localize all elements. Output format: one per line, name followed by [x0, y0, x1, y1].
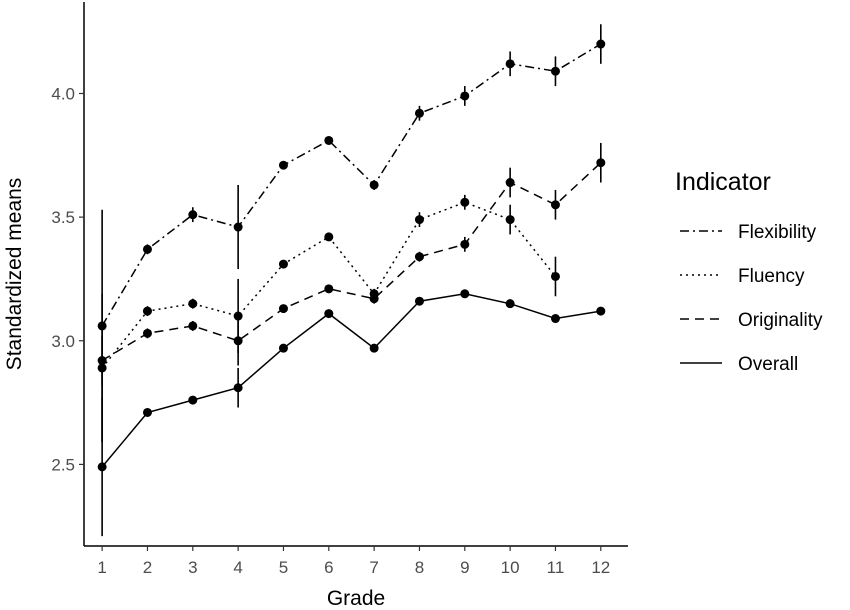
data-point: [460, 197, 470, 207]
data-point: [596, 158, 606, 168]
data-point: [324, 135, 334, 145]
x-tick-label: 7: [369, 558, 378, 577]
y-tick-label: 4.0: [51, 84, 75, 103]
series-originality: [97, 142, 606, 386]
x-tick-label: 12: [591, 558, 610, 577]
data-point: [233, 383, 243, 393]
y-axis-title: Standardized means: [3, 178, 26, 371]
data-point: [324, 309, 334, 319]
x-tick-label: 11: [547, 558, 565, 577]
y-tick-label: 3.0: [51, 332, 75, 351]
data-point: [97, 356, 107, 366]
data-point: [550, 66, 560, 76]
data-point: [188, 299, 198, 309]
series-line-flexibility: [101, 43, 602, 327]
y-tick-label: 2.5: [51, 455, 75, 474]
x-tick-label: 9: [460, 558, 469, 577]
legend-title: Indicator: [675, 168, 771, 196]
data-point: [188, 321, 198, 331]
data-point: [414, 108, 424, 118]
series-line-originality: [101, 162, 602, 362]
data-point: [142, 244, 152, 254]
data-point: [550, 314, 560, 324]
data-point: [142, 407, 152, 417]
data-point: [97, 462, 107, 472]
data-point: [550, 200, 560, 210]
data-point: [142, 306, 152, 316]
data-point: [324, 232, 334, 242]
data-point: [460, 91, 470, 101]
data-point: [278, 304, 288, 314]
y-axis-ticks: 2.5 3.0 3.5 4.0: [51, 84, 84, 474]
data-point: [142, 328, 152, 338]
data-point: [188, 210, 198, 220]
series-line-fluency: [101, 201, 557, 369]
data-point: [369, 294, 379, 304]
data-point: [505, 59, 515, 69]
data-point: [278, 259, 288, 269]
series-line-overall: [101, 293, 601, 468]
data-point: [188, 395, 198, 405]
plot-area: [97, 24, 606, 537]
x-tick-label: 8: [415, 558, 424, 577]
data-point: [414, 252, 424, 262]
legend: Indicator Flexibility Fluency Originality O…: [675, 168, 823, 375]
data-point: [505, 299, 515, 309]
series-fluency: [97, 194, 560, 443]
data-point: [414, 296, 424, 306]
data-point: [278, 160, 288, 170]
x-tick-label: 4: [233, 558, 242, 577]
x-tick-label: 1: [97, 558, 106, 577]
data-point: [460, 239, 470, 249]
legend-label-overall: Overall: [738, 354, 798, 375]
x-tick-label: 6: [324, 558, 333, 577]
data-point: [369, 343, 379, 353]
data-point: [324, 284, 334, 294]
y-tick-label: 3.5: [51, 208, 75, 227]
data-point: [460, 289, 470, 299]
data-point: [278, 343, 288, 353]
data-point: [414, 215, 424, 225]
x-axis-ticks: 1 2 3 4 5 6 7 8 9 10 11 12: [97, 546, 610, 577]
x-tick-label: 3: [188, 558, 197, 577]
x-axis-title: Grade: [327, 587, 385, 610]
data-point: [505, 215, 515, 225]
legend-label-flexibility: Flexibility: [738, 222, 817, 243]
data-point: [596, 306, 606, 316]
data-point: [550, 271, 560, 281]
x-tick-label: 10: [501, 558, 520, 577]
legend-label-originality: Originality: [738, 310, 823, 331]
data-point: [233, 336, 243, 346]
series-flexibility: [97, 24, 606, 443]
data-point: [369, 180, 379, 190]
data-point: [505, 178, 515, 188]
data-point: [596, 39, 606, 49]
x-tick-label: 5: [279, 558, 288, 577]
legend-label-fluency: Fluency: [738, 266, 805, 287]
series-overall: [97, 289, 606, 537]
x-tick-label: 2: [143, 558, 152, 577]
data-point: [233, 222, 243, 232]
